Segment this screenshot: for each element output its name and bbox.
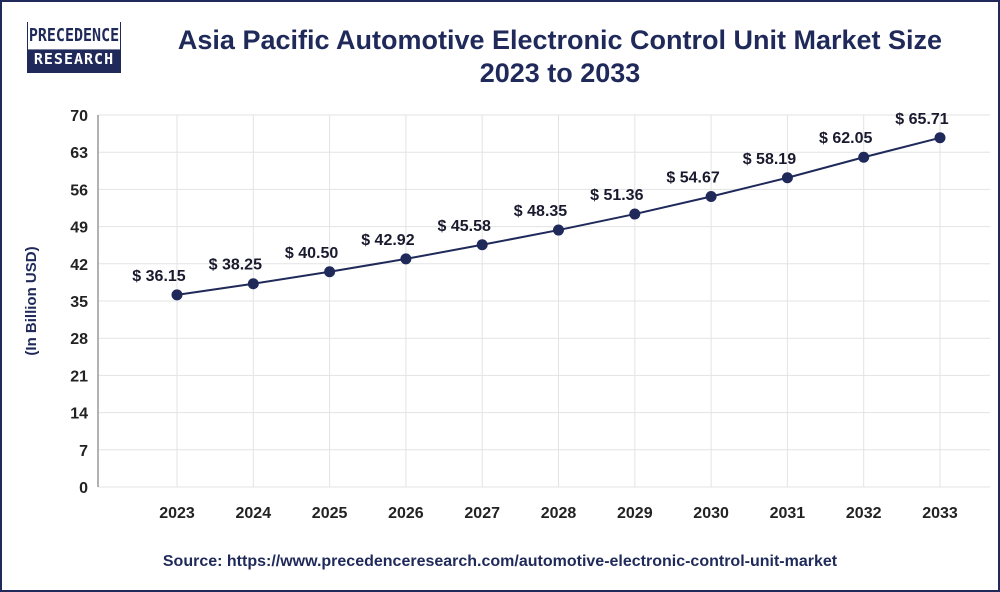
x-tick-label: 2027 (464, 505, 500, 522)
source-text: Source: https://www.precedenceresearch.c… (162, 553, 838, 570)
x-tick-label: 2026 (388, 505, 424, 522)
data-point (934, 132, 946, 144)
data-label: $ 48.35 (514, 203, 567, 220)
logo-line2: RESEARCH (28, 47, 120, 72)
data-point (247, 278, 259, 290)
y-tick-label: 63 (70, 145, 88, 162)
y-tick-label: 21 (70, 368, 88, 385)
data-point (858, 151, 870, 163)
x-tick-label: 2025 (312, 505, 348, 522)
data-label: $ 65.71 (895, 111, 948, 128)
data-label: $ 58.19 (743, 151, 796, 168)
x-tick-label: 2029 (617, 505, 653, 522)
y-tick-label: 70 (70, 108, 88, 125)
y-tick-label: 56 (70, 182, 88, 199)
y-tick-label: 28 (70, 331, 88, 348)
data-point (629, 208, 641, 220)
y-tick-label: 0 (79, 480, 88, 497)
x-tick-label: 2030 (693, 505, 729, 522)
x-tick-label: 2032 (846, 505, 882, 522)
data-point (324, 266, 336, 278)
data-label: $ 62.05 (819, 130, 872, 147)
title-line2: 2023 to 2033 (479, 58, 641, 88)
data-point (781, 172, 793, 184)
y-axis-label: (In Billion USD) (23, 246, 40, 355)
data-point (171, 289, 183, 301)
y-tick-label: 42 (70, 257, 88, 274)
title-line1: Asia Pacific Automotive Electronic Contr… (177, 25, 943, 55)
logo: PRECEDENCE RESEARCH (27, 20, 121, 73)
data-point (400, 253, 412, 265)
x-tick-label: 2023 (159, 505, 195, 522)
data-point (553, 224, 564, 236)
data-label: $ 38.25 (209, 257, 262, 274)
data-label: $ 51.36 (590, 187, 643, 204)
chart-title: Asia Pacific Automotive Electronic Contr… (140, 24, 980, 90)
x-tick-label: 2033 (922, 505, 958, 522)
y-tick-label: 14 (70, 406, 88, 423)
data-label: $ 54.67 (666, 169, 719, 186)
y-tick-label: 7 (79, 443, 88, 460)
data-point (476, 239, 488, 251)
x-tick-label: 2028 (541, 505, 577, 522)
data-label: $ 45.58 (438, 218, 491, 235)
logo-line1: PRECEDENCE (28, 20, 120, 50)
y-tick-label: 35 (70, 294, 88, 311)
data-label: $ 40.50 (285, 245, 338, 262)
data-point (705, 190, 717, 202)
y-tick-label: 49 (70, 220, 88, 237)
data-label: $ 42.92 (361, 232, 414, 249)
data-label: $ 36.15 (132, 268, 185, 285)
x-tick-label: 2024 (236, 505, 272, 522)
x-tick-label: 2031 (770, 505, 806, 522)
